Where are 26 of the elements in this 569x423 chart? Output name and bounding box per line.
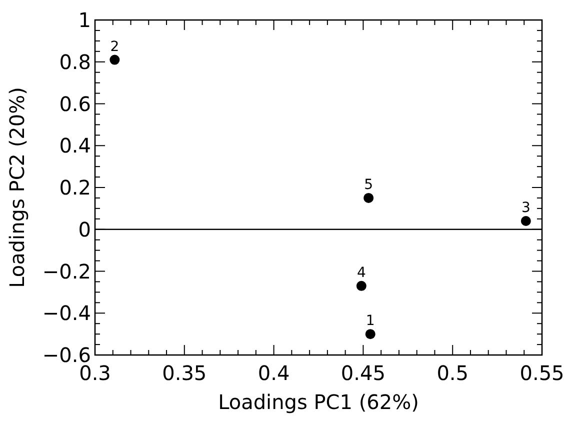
x-tick-label: 0.55 (520, 361, 564, 385)
y-tick-label: 0.2 (59, 176, 91, 200)
y-axis-title: Loadings PC2 (20%) (5, 87, 29, 288)
x-tick-label: 0.35 (162, 361, 207, 385)
y-tick-label: 0.8 (59, 50, 91, 74)
x-axis-title: Loadings PC1 (62%) (218, 390, 419, 414)
y-tick-label: −0.4 (42, 301, 91, 326)
point (110, 54, 120, 65)
x-tick-label: 0.3 (79, 361, 111, 385)
y-tick-label: 0 (78, 217, 91, 242)
x-tick-label: 0.45 (340, 361, 386, 385)
annotation: 3 (521, 200, 530, 216)
point (365, 329, 376, 340)
annotation: 5 (364, 176, 374, 193)
annotation: 4 (356, 264, 366, 281)
point (364, 192, 374, 203)
point (520, 216, 531, 226)
x-tick-label: 0.5 (436, 361, 469, 385)
y-tick-label: 1 (78, 8, 91, 32)
point (356, 280, 366, 291)
y-tick-label: 0.4 (59, 134, 91, 158)
y-tick-label: 0.6 (59, 92, 91, 116)
y-tick-label: −0.2 (42, 259, 91, 284)
annotation: 2 (110, 38, 120, 55)
x-tick-label: 0.4 (258, 361, 290, 385)
annotation: 1 (366, 313, 375, 330)
